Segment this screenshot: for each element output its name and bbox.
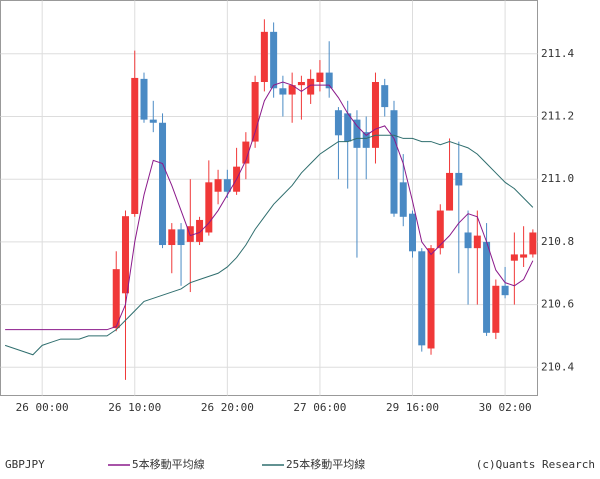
y-tick-label: 211.0 (541, 172, 574, 185)
candle-body (353, 119, 361, 148)
candle-body (325, 72, 333, 89)
candle-body (334, 110, 342, 136)
candle-body (196, 219, 204, 242)
candle-body (492, 285, 500, 333)
candle-body (529, 232, 537, 255)
candle-body (418, 251, 426, 346)
candle-body (473, 235, 481, 249)
candle-body (344, 113, 352, 142)
candle-body (464, 232, 472, 249)
candle-body (427, 248, 435, 349)
candle-body (520, 254, 528, 258)
candle-body (242, 141, 250, 164)
candle-body (436, 210, 444, 249)
candle-body (288, 85, 296, 95)
legend-label: 25本移動平均線 (286, 457, 365, 471)
x-tick-label: 26 20:00 (201, 401, 254, 414)
ma-line (4, 134, 534, 356)
candle-body (251, 82, 259, 142)
candle-body (186, 226, 194, 242)
candle-body (362, 132, 370, 148)
candle-body (177, 229, 185, 246)
y-tick-label: 210.4 (541, 360, 574, 373)
y-tick-label: 210.6 (541, 298, 574, 311)
candle-body (260, 31, 268, 83)
candle-body (279, 88, 287, 95)
candle-body (307, 78, 315, 95)
candle-body (112, 269, 120, 329)
candle-body (446, 172, 454, 211)
credit: (c)Quants Research (476, 458, 595, 471)
plot-area (0, 0, 538, 396)
x-tick-label: 29 16:00 (386, 401, 439, 414)
symbol: GBPJPY (5, 458, 45, 471)
candle-body (483, 241, 491, 333)
y-tick-label: 211.4 (541, 47, 574, 60)
candle-body (390, 110, 398, 214)
candle-body (270, 31, 278, 89)
candle-body (140, 78, 148, 120)
y-tick-label: 210.8 (541, 235, 574, 248)
candle-body (121, 216, 129, 294)
x-tick-label: 30 02:00 (479, 401, 532, 414)
candle-body (223, 179, 231, 192)
candle-body (149, 119, 157, 123)
candle-body (168, 229, 176, 246)
legend-label: 5本移動平均線 (132, 457, 205, 471)
candle-body (371, 82, 379, 148)
candle-body (409, 213, 417, 252)
candle-body (159, 122, 167, 246)
candle-body (455, 172, 463, 186)
x-tick-label: 27 06:00 (293, 401, 346, 414)
candle-body (399, 182, 407, 217)
candle-body (131, 77, 139, 214)
candle-body (510, 254, 518, 261)
candle-body (297, 82, 305, 86)
x-tick-label: 26 00:00 (16, 401, 69, 414)
y-tick-label: 211.2 (541, 109, 574, 122)
candle-body (205, 182, 213, 233)
x-tick-label: 26 10:00 (108, 401, 161, 414)
candle-body (501, 285, 509, 296)
ma-line (5, 81, 534, 331)
candle-body (381, 85, 389, 108)
candle-body (214, 179, 222, 192)
candle-body (316, 72, 324, 83)
